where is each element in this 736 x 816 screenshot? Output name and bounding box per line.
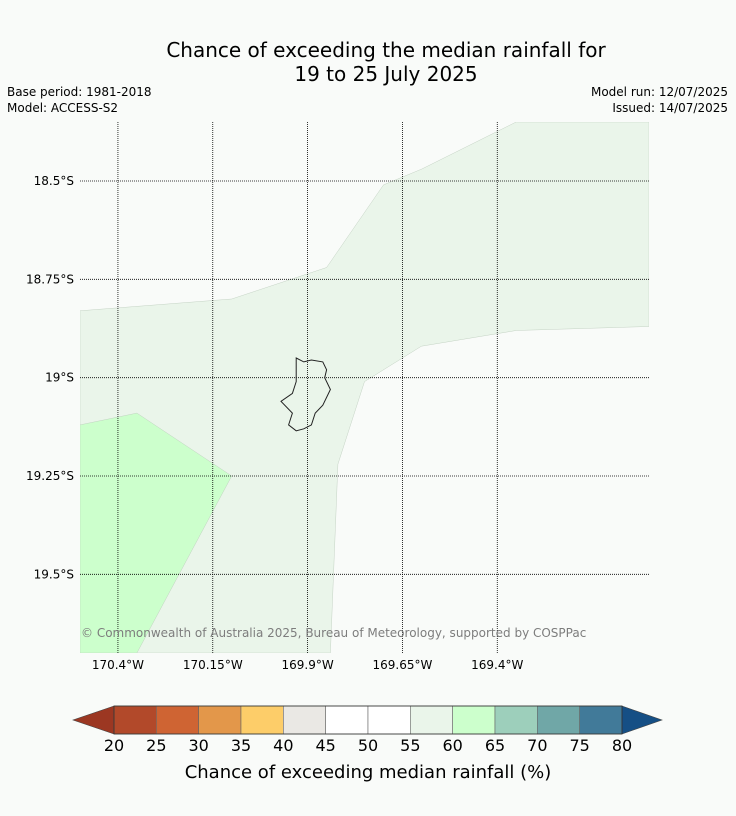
colorbar-segment [325,705,369,735]
colorbar-tick-label: 50 [358,736,378,755]
colorbar: 20 25 30 35 40 45 50 55 60 65 70 75 80 Chance of exce… [72,705,663,783]
colorbar-frame [113,705,623,735]
lon-tick-label: 169.65°W [373,658,433,672]
issued-date: Issued: 14/07/2025 [612,101,728,115]
colorbar-under-arrow [72,705,115,735]
meta-left: Base period: 1981-2018 Model: ACCESS-S2 [7,84,152,116]
colorbar-tick-label: 65 [485,736,505,755]
map-title: Chance of exceeding the median rainfall … [0,38,736,86]
model-name: Model: ACCESS-S2 [7,101,119,115]
lon-tick-label: 169.9°W [281,658,333,672]
island-coastline [280,357,331,432]
colorbar-tick-label: 80 [612,736,632,755]
lat-tick-label: 19.25°S [26,469,74,483]
colorbar-tick-label: 45 [315,736,335,755]
colorbar-tick-label: 40 [273,736,293,755]
lat-tick-label: 19°S [45,371,74,385]
colorbar-title: Chance of exceeding median rainfall (%) [185,762,552,783]
colorbar-over-arrow [621,705,663,735]
colorbar-segment [240,705,284,735]
colorbar-tick-label: 60 [442,736,462,755]
lon-tick-label: 169.4°W [471,658,523,672]
title-line-2: 19 to 25 July 2025 [294,62,478,86]
lon-tick-label: 170.4°W [92,658,144,672]
colorbar-tick-label: 35 [231,736,251,755]
colorbar-segment [156,705,199,735]
lat-tick-label: 18.75°S [26,272,74,286]
region-55-60 [80,122,649,653]
lon-tick-label: 170.15°W [183,658,243,672]
colorbar-segment [113,705,157,735]
copyright-notice: © Commonwealth of Australia 2025, Bureau… [81,626,586,640]
map-panel: 18.5°S 18.75°S 19°S 19.25°S 19.5°S 170.4°W 170… [26,122,649,672]
model-run: Model run: 12/07/2025 [590,85,728,99]
colorbar-segment [367,705,411,735]
lat-tick-label: 18.5°S [34,174,74,188]
title-line-1: Chance of exceeding the median rainfall … [166,38,606,62]
colorbar-segment [494,705,538,735]
colorbar-tick-label: 75 [569,736,589,755]
colorbar-segment [579,705,623,735]
region-60-65 [80,412,232,653]
colorbar-tick-label: 70 [527,736,547,755]
colorbar-segment [537,705,580,735]
colorbar-segment [410,705,453,735]
colorbar-tick-label: 20 [104,736,124,755]
base-period: Base period: 1981-2018 [7,85,152,99]
colorbar-tick-label: 30 [188,736,208,755]
colorbar-tick-label: 25 [146,736,166,755]
meta-right: Model run: 12/07/2025 Issued: 14/07/2025 [591,84,728,116]
colorbar-segment [452,705,496,735]
lat-tick-label: 19.5°S [34,567,74,581]
colorbar-segment [198,705,242,735]
colorbar-tick-label: 55 [400,736,420,755]
probability-regions [80,122,649,653]
colorbar-segment [283,705,326,735]
